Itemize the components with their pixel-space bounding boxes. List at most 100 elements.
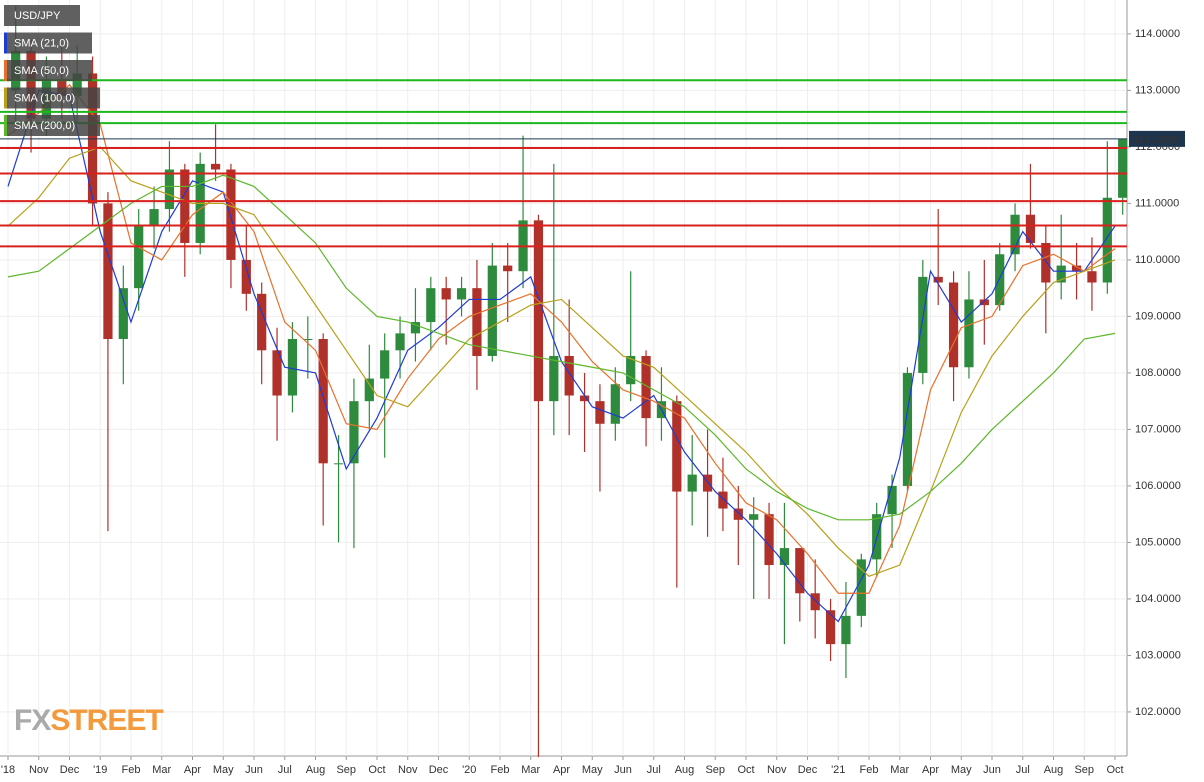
x-tick-label: Jul — [1016, 764, 1030, 776]
x-tick-label: Nov — [29, 764, 49, 776]
logo-part: STREET — [50, 704, 163, 737]
y-tick-label: 113.0000 — [1135, 84, 1180, 96]
candle-body — [933, 276, 943, 283]
x-tick-label: May — [951, 764, 972, 776]
candle-body — [856, 559, 866, 616]
candle-body — [779, 548, 790, 566]
candle-body — [149, 209, 159, 227]
legend-label: USD/JPY — [14, 10, 61, 22]
candle-body — [795, 548, 805, 594]
legend-box — [4, 60, 92, 81]
x-tick-label: Apr — [553, 764, 570, 776]
y-tick-label: 105.0000 — [1135, 536, 1181, 548]
x-tick-label: Jun — [245, 764, 263, 776]
candle-body — [764, 514, 774, 566]
x-tick-label: Dec — [60, 764, 80, 776]
x-tick-label: Feb — [491, 764, 510, 776]
candle-body — [472, 288, 482, 356]
y-tick-label: 106.0000 — [1135, 480, 1181, 492]
legend-label: SMA (21,0) — [14, 37, 69, 49]
candle-body — [533, 220, 544, 402]
candle-body — [1041, 242, 1051, 283]
candle-body — [672, 401, 682, 492]
candle-body — [395, 333, 405, 351]
x-tick-label: May — [213, 764, 234, 776]
candle-body — [487, 265, 497, 356]
candle-body — [810, 593, 820, 611]
x-tick-label: '20 — [462, 764, 476, 776]
x-tick-label: Jun — [983, 764, 1001, 776]
y-tick-label: 107.0000 — [1135, 423, 1181, 435]
x-tick-label: Aug — [1044, 764, 1064, 776]
candle-body — [1118, 138, 1128, 198]
legend-swatch — [4, 32, 7, 54]
candle-body — [549, 355, 559, 402]
y-tick-label: 108.0000 — [1135, 367, 1181, 379]
candle-body — [1071, 265, 1082, 272]
candle-body — [610, 384, 620, 424]
x-tick-label: Apr — [922, 764, 939, 776]
x-tick-label: Mar — [521, 764, 540, 776]
legend-swatch — [4, 60, 7, 81]
candle-body — [733, 508, 743, 520]
candle-body — [333, 463, 344, 465]
candle-body — [1087, 271, 1097, 283]
candle-body — [687, 474, 697, 492]
candle-body — [241, 259, 251, 294]
candle-body — [380, 350, 390, 379]
candle-body — [1025, 214, 1036, 243]
candle-body — [303, 339, 313, 341]
y-tick-label: 114.0000 — [1135, 28, 1180, 40]
candle-body — [441, 288, 451, 300]
candle-body — [26, 50, 36, 119]
legend-box — [4, 32, 92, 54]
y-tick-label: 110.0000 — [1135, 254, 1180, 266]
candle-body — [626, 355, 636, 385]
candle-body — [564, 355, 574, 396]
legend-box — [4, 5, 80, 26]
candle-body — [272, 350, 282, 396]
x-tick-label: Mar — [152, 764, 171, 776]
x-tick-label: Nov — [767, 764, 787, 776]
last-price-label: 112.1420 — [1133, 134, 1178, 146]
x-tick-label: May — [582, 764, 603, 776]
x-tick-label: Feb — [860, 764, 879, 776]
x-tick-label: '18 — [1, 764, 15, 776]
x-tick-label: Sep — [336, 764, 356, 776]
x-tick-label: Jul — [647, 764, 661, 776]
y-tick-label: 104.0000 — [1135, 593, 1181, 605]
x-tick-label: Sep — [705, 764, 725, 776]
candle-body — [718, 491, 728, 509]
legend-swatch — [4, 115, 7, 136]
candle-body — [134, 226, 144, 289]
legend-label: SMA (100,0) — [14, 92, 75, 104]
candle-body — [410, 322, 421, 334]
x-tick-label: Apr — [184, 764, 201, 776]
candle-body — [749, 514, 759, 520]
candle-body — [349, 401, 359, 464]
candle-body — [210, 163, 221, 170]
x-tick-label: Aug — [306, 764, 326, 776]
candle-body — [887, 485, 897, 515]
candle-body — [503, 265, 513, 272]
y-tick-label: 102.0000 — [1135, 706, 1181, 718]
last-price-box — [1129, 130, 1185, 147]
x-tick-label: Oct — [368, 764, 385, 776]
candle-body — [702, 474, 713, 492]
candle-body — [825, 610, 836, 645]
candle-body — [641, 355, 651, 419]
logo: FXSTREET — [14, 704, 163, 737]
candle-body — [995, 254, 1005, 306]
x-tick-label: Jun — [614, 764, 632, 776]
candle-body — [979, 299, 989, 306]
y-tick-label: 111.0000 — [1135, 197, 1179, 209]
x-tick-label: Dec — [429, 764, 449, 776]
candle-body — [257, 293, 267, 351]
y-tick-label: 109.0000 — [1135, 310, 1181, 322]
candle-body — [164, 169, 175, 210]
candle-body — [287, 339, 298, 396]
candle-body — [918, 276, 928, 373]
sma-line — [7, 174, 1116, 521]
sma-line — [7, 83, 1116, 594]
